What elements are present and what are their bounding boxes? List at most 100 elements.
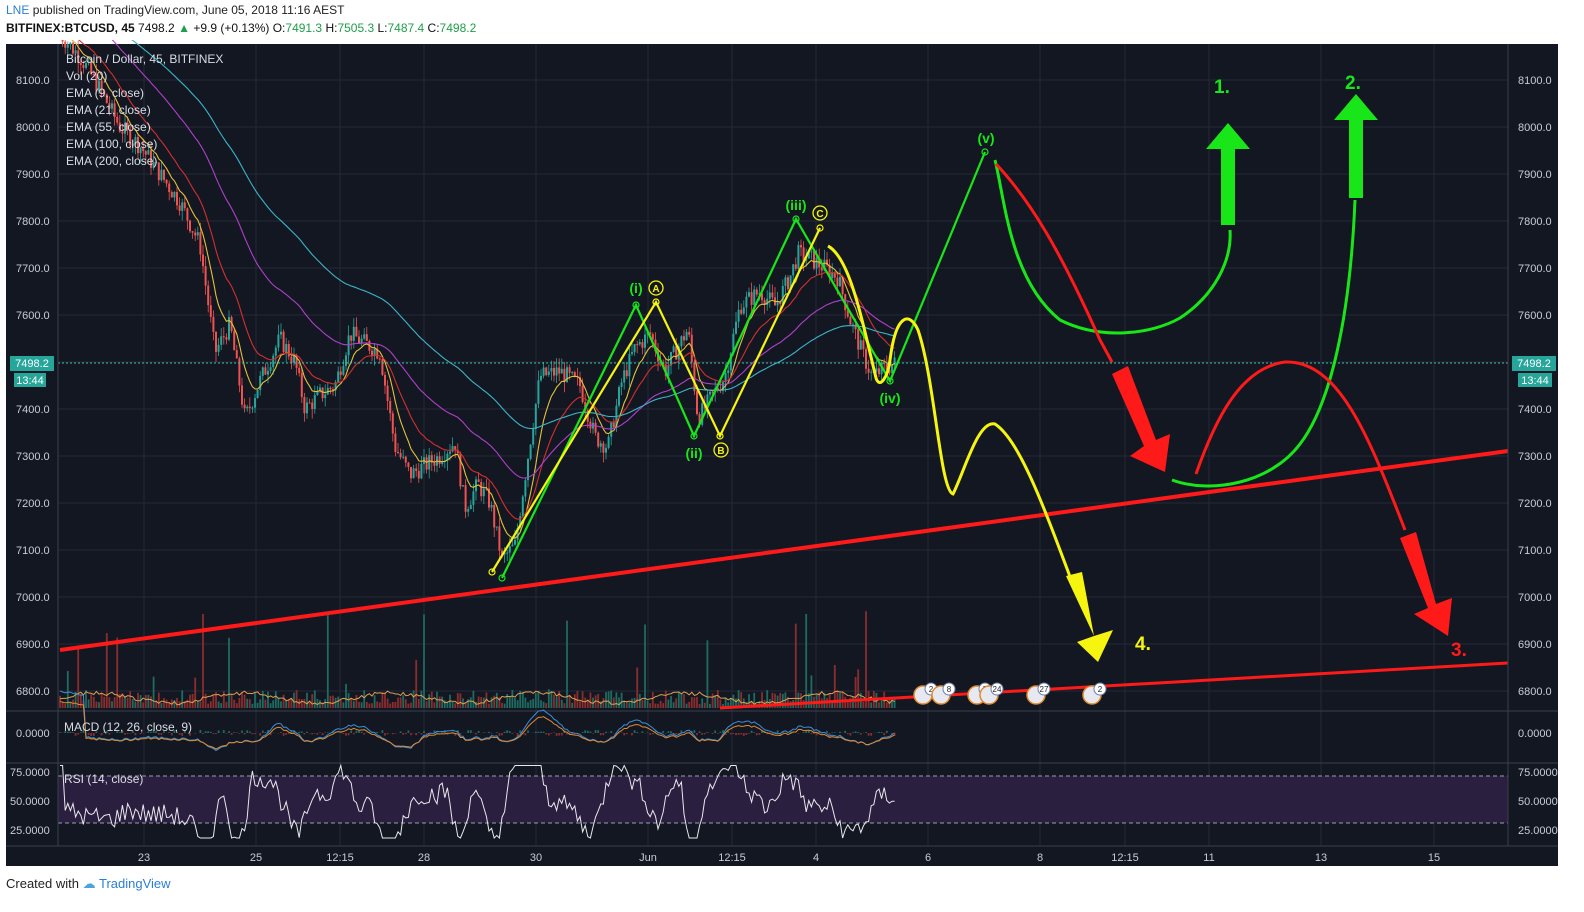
macd-histogram-bar xyxy=(560,733,563,736)
candle-body xyxy=(202,254,204,267)
volume-bar xyxy=(776,695,779,708)
author-link[interactable]: LNE xyxy=(6,3,30,17)
candle-body xyxy=(358,336,360,344)
macd-histogram-bar xyxy=(602,733,605,736)
ema100-line xyxy=(131,40,895,430)
candle-body xyxy=(355,326,358,337)
candle-body xyxy=(246,406,249,409)
volume-bar xyxy=(397,697,399,708)
volume-bar xyxy=(152,676,155,708)
macd-histogram-bar xyxy=(126,733,129,735)
event-count-badge xyxy=(942,682,956,696)
volume-bar xyxy=(560,699,563,708)
candle-body xyxy=(142,147,145,152)
price-tick-left: 7100.0 xyxy=(16,545,50,557)
time-axis[interactable]: 23 25 12:15 28 30 Jun 12:15 4 6 8 12:15 11 13 15 xyxy=(138,852,1440,864)
volume-bar xyxy=(761,692,763,708)
macd-histogram-bar xyxy=(287,733,290,734)
volume-bar xyxy=(878,702,880,708)
volume-bar xyxy=(399,697,402,708)
scenario-2-path[interactable] xyxy=(1171,199,1357,488)
candle-body xyxy=(259,375,262,391)
price-axis[interactable]: 8100.0 8100.0 8000.0 8000.0 7900.0 7900.0 7800… xyxy=(10,75,1558,837)
candle-body xyxy=(217,344,220,352)
macd-histogram-bar xyxy=(667,731,670,733)
volume-bar xyxy=(111,701,113,708)
event-badges[interactable]: 28524272 xyxy=(913,682,1107,705)
volume-bar xyxy=(644,624,646,708)
macd-histogram-bar xyxy=(662,730,665,733)
candle-body xyxy=(490,504,493,508)
time-tick: 12:15 xyxy=(1111,852,1139,864)
candle-body xyxy=(532,428,535,445)
candle-body xyxy=(800,245,802,248)
volume-bar xyxy=(729,698,732,708)
lower-trendline[interactable] xyxy=(719,661,1509,710)
price-tick-right: 7900.0 xyxy=(1518,169,1552,181)
volume-bar xyxy=(605,692,607,708)
volume-bar xyxy=(303,699,306,708)
macd-histogram-bar xyxy=(155,731,158,733)
macd-histogram-bar xyxy=(581,732,584,733)
macd-histogram-bar xyxy=(207,731,210,733)
chart-canvas[interactable]: (i) (ii) (iii) (iv) (v) A B C 1. 2. 3. 4… xyxy=(0,40,1584,872)
candle-body xyxy=(446,453,449,461)
candle-body xyxy=(628,353,631,377)
candle-body xyxy=(378,358,381,360)
time-tick: 28 xyxy=(418,852,430,864)
macd-histogram-bar xyxy=(360,731,363,733)
volume-bar xyxy=(724,697,727,708)
macd-histogram-bar xyxy=(267,730,269,733)
macd-histogram-bar xyxy=(215,733,217,735)
candle-body xyxy=(755,289,758,295)
candle-body xyxy=(425,457,428,470)
candle-body xyxy=(729,353,732,371)
volume-bar xyxy=(571,702,574,708)
volume-bar xyxy=(407,703,410,708)
scenario-red-drop-path[interactable] xyxy=(994,162,1114,363)
elliott-impulse-wave[interactable] xyxy=(501,151,987,579)
volume-bar xyxy=(706,640,709,708)
macd-histogram-bar xyxy=(160,733,163,735)
elliott-abc-wave[interactable] xyxy=(491,227,821,573)
candle-body xyxy=(498,526,501,551)
volume-bar xyxy=(870,702,873,708)
time-tick: 12:15 xyxy=(326,852,354,864)
macd-histogram-bar xyxy=(157,733,160,735)
volume-bar xyxy=(623,700,626,708)
volume-bar xyxy=(217,701,220,708)
volume-bar xyxy=(490,697,493,708)
macd-histogram-bar xyxy=(781,731,784,733)
scenario-1-path[interactable] xyxy=(993,159,1232,335)
volume-bar xyxy=(66,670,69,708)
volume-bar xyxy=(329,695,332,708)
macd-histogram-bar xyxy=(303,733,306,735)
volume-bar xyxy=(555,696,558,708)
candle-body xyxy=(553,367,555,376)
macd-histogram-bar xyxy=(805,730,808,733)
volume-bar xyxy=(313,690,316,708)
macd-histogram-bar xyxy=(423,730,425,733)
tradingview-link[interactable]: TradingView xyxy=(99,876,171,891)
volume-bar xyxy=(410,702,412,708)
candle-body xyxy=(529,444,532,460)
candle-body xyxy=(534,403,537,429)
price-tick-left: 7300.0 xyxy=(16,451,50,463)
candle-body xyxy=(152,161,155,168)
macd-histogram-bar xyxy=(755,733,758,736)
volume-bar xyxy=(285,700,288,708)
macd-histogram-bar xyxy=(729,733,732,735)
candle-body xyxy=(225,337,228,340)
volume-bar xyxy=(433,702,436,708)
candle-body xyxy=(230,317,233,332)
macd-histogram-bar xyxy=(170,733,173,736)
rsi-tick-right: 50.0000 xyxy=(1518,796,1558,808)
macd-histogram-bar xyxy=(649,733,652,735)
macd-histogram-bar xyxy=(542,731,545,733)
volume-bar xyxy=(326,615,329,708)
candle-body xyxy=(638,342,641,345)
macd-histogram-bar xyxy=(100,733,103,736)
scenario-3-path[interactable] xyxy=(1194,360,1407,531)
upper-trendline[interactable] xyxy=(59,449,1509,652)
scenario-4-path[interactable] xyxy=(827,244,1077,591)
